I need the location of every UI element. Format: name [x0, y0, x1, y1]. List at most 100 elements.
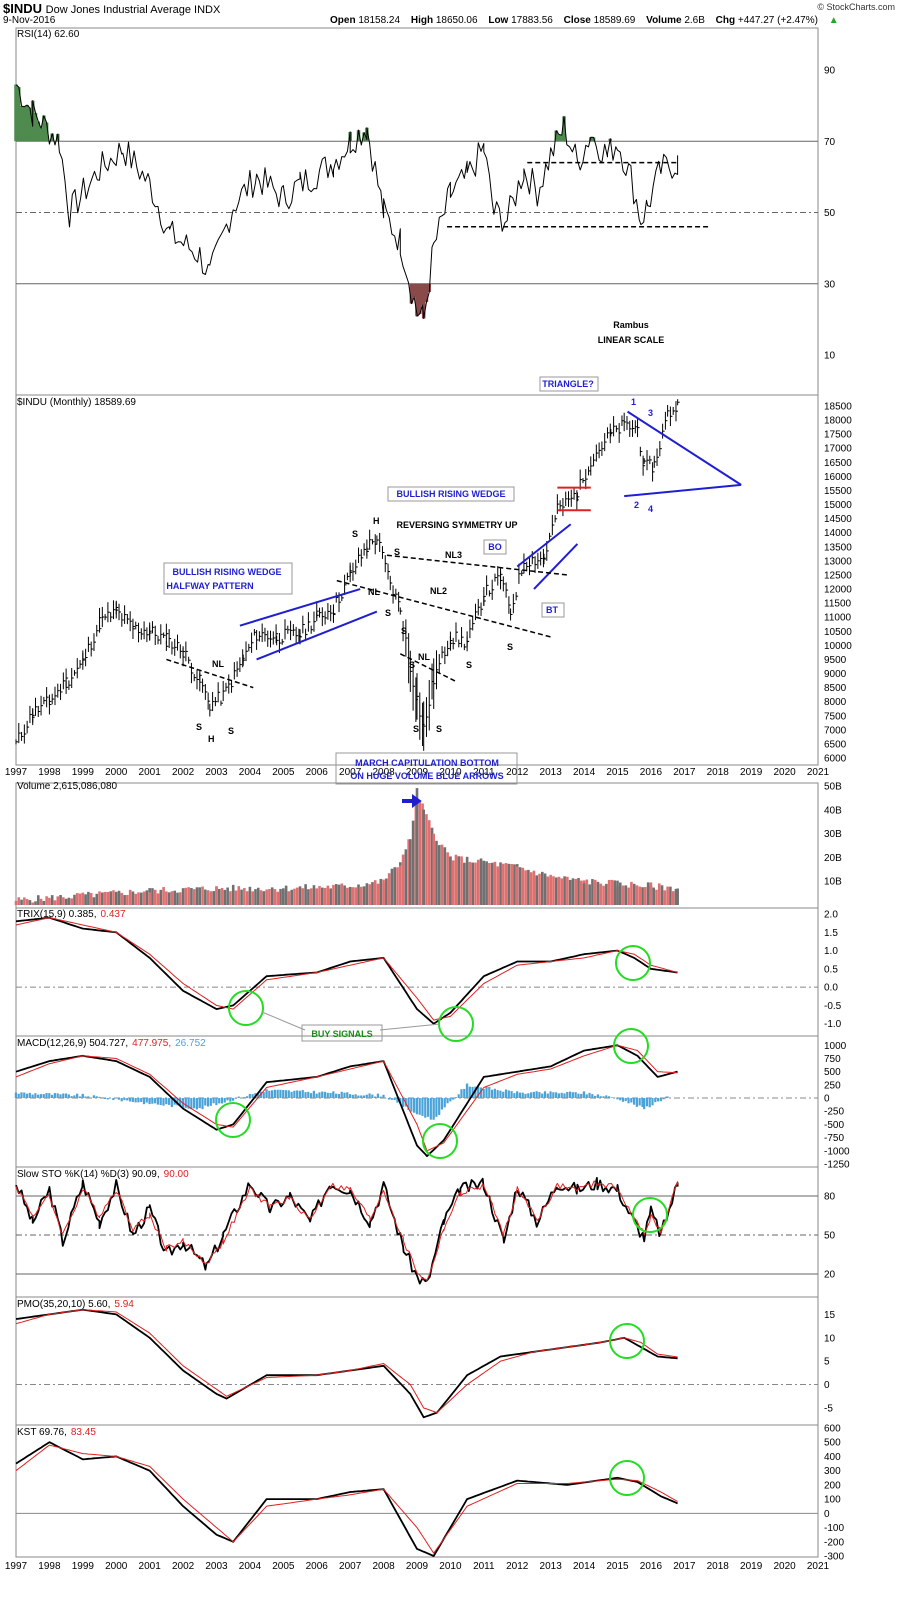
volume-bar: [635, 885, 639, 905]
macd-histogram-bar: [87, 1096, 90, 1099]
volume-bar: [165, 891, 168, 905]
volume-bar: [571, 878, 575, 905]
y-tick-label: 50: [824, 1231, 836, 1242]
macd-histogram-bar: [284, 1090, 288, 1099]
volume-bar: [593, 879, 597, 905]
panel-label: RSI(14) 62.60: [17, 29, 80, 40]
ohlc-readout: Open 18158.24 High 18650.06 Low 17883.56…: [330, 15, 839, 26]
volume-bar: [293, 888, 296, 905]
volume-bar: [217, 889, 221, 905]
y-tick-label: -300: [824, 1552, 844, 1563]
macd-histogram-bar: [64, 1093, 68, 1099]
volume-bar: [326, 885, 330, 905]
capitulation-label: MARCH CAPITULATION BOTTOM: [355, 758, 499, 768]
volume-bar: [259, 890, 263, 905]
triangle-point-3: 3: [648, 408, 653, 418]
volume-bar: [159, 889, 163, 905]
shoulder-label: S: [507, 642, 513, 652]
macd-histogram-bar: [131, 1098, 134, 1102]
volume-bar: [151, 888, 154, 905]
nl-label-2003: NL: [212, 659, 224, 669]
macd-histogram-bar: [332, 1092, 335, 1099]
macd-histogram-bar: [193, 1098, 196, 1109]
volume-bar: [655, 889, 658, 905]
macd-histogram-bar: [162, 1098, 165, 1106]
macd-histogram-bar: [167, 1098, 171, 1105]
x-tick-label-bottom: 2007: [339, 1561, 362, 1572]
macd-histogram-bar: [479, 1087, 483, 1099]
macd-histogram-bar: [204, 1098, 207, 1106]
macd-histogram-bar: [643, 1098, 646, 1110]
volume-bar: [170, 891, 174, 905]
macd-histogram-bar: [282, 1090, 285, 1099]
macd-histogram-bar: [279, 1089, 282, 1099]
macd-histogram-bar: [315, 1093, 318, 1099]
y-tick-label: 18500: [824, 402, 852, 413]
macd-histogram-bar: [407, 1098, 410, 1110]
volume-bar: [56, 896, 60, 905]
reversing-symmetry-label: REVERSING SYMMETRY UP: [396, 520, 517, 530]
y-tick-label: 0.0: [824, 983, 838, 994]
macd-histogram-bar: [98, 1096, 101, 1099]
volume-bar: [148, 892, 151, 905]
osc-series-trix: [15, 916, 678, 1025]
volume-bar: [268, 888, 271, 905]
rising-wedge-label: BULLISH RISING WEDGE: [396, 489, 505, 499]
volume-bar: [493, 861, 497, 905]
volume-bar: [390, 868, 394, 905]
y-tick-label: -100: [824, 1523, 844, 1534]
x-tick-label-price: 2014: [573, 767, 596, 778]
volume-bar: [588, 884, 591, 905]
osc-series-pmo: [15, 1308, 678, 1419]
macd-histogram-bar: [457, 1094, 460, 1099]
macd-histogram-bar: [301, 1090, 304, 1099]
x-tick-label-price: 2001: [139, 767, 162, 778]
volume-bar: [427, 820, 431, 905]
chart-date: 9-Nov-2016: [3, 15, 56, 26]
volume-bar: [112, 890, 115, 905]
volume-bar: [529, 872, 533, 905]
macd-histogram-bar: [262, 1092, 265, 1099]
macd-histogram-bar: [662, 1098, 665, 1100]
x-tick-label-price: 2018: [707, 767, 730, 778]
macd-histogram-bar: [499, 1090, 502, 1099]
y-tick-label: 500: [824, 1438, 841, 1449]
osc-series-signal: [15, 1309, 678, 1414]
osc-series-k: [15, 1177, 679, 1285]
volume-bar: [646, 882, 650, 905]
macd-histogram-bar: [518, 1092, 522, 1099]
symbol-title: $INDU Dow Jones Industrial Average INDX: [3, 1, 220, 16]
y-tick-label: 15500: [824, 486, 852, 497]
volume-bar: [81, 892, 85, 905]
volume-bar: [20, 899, 23, 905]
y-tick-label: -200: [824, 1537, 844, 1548]
volume-bar: [463, 862, 466, 905]
macd-histogram-bar: [368, 1093, 371, 1099]
y-tick-label: 50: [824, 208, 836, 219]
volume-bar: [671, 891, 675, 905]
volume-bar: [418, 800, 422, 905]
macd-histogram-bar: [568, 1091, 572, 1099]
y-tick-label: 10500: [824, 627, 852, 638]
volume-bar: [318, 886, 321, 905]
macd-histogram-bar: [424, 1098, 427, 1118]
volume-bar: [521, 867, 525, 905]
macd-histogram-bar: [591, 1094, 594, 1099]
macd-histogram-bar: [184, 1098, 187, 1108]
breakout-label: BO: [488, 542, 502, 552]
y-tick-label: 13500: [824, 542, 852, 553]
panel-label: Slow STO %K(14) %D(3) 90.09, 90.00: [17, 1169, 189, 1180]
macd-histogram-bar: [449, 1098, 452, 1102]
macd-histogram-bar: [195, 1098, 199, 1110]
y-tick-label: 6000: [824, 754, 847, 765]
y-tick-label: 17500: [824, 430, 852, 441]
volume-bar: [663, 890, 667, 905]
macd-histogram-bar: [438, 1098, 441, 1115]
panel-label-hist: 26.752: [175, 1038, 206, 1049]
volume-bar: [543, 873, 547, 905]
volume-bar: [613, 880, 617, 905]
x-tick-label-price: 2005: [272, 767, 295, 778]
macd-histogram-bar: [585, 1094, 588, 1099]
volume-bar: [240, 889, 243, 905]
shoulder-label: S: [436, 724, 442, 734]
